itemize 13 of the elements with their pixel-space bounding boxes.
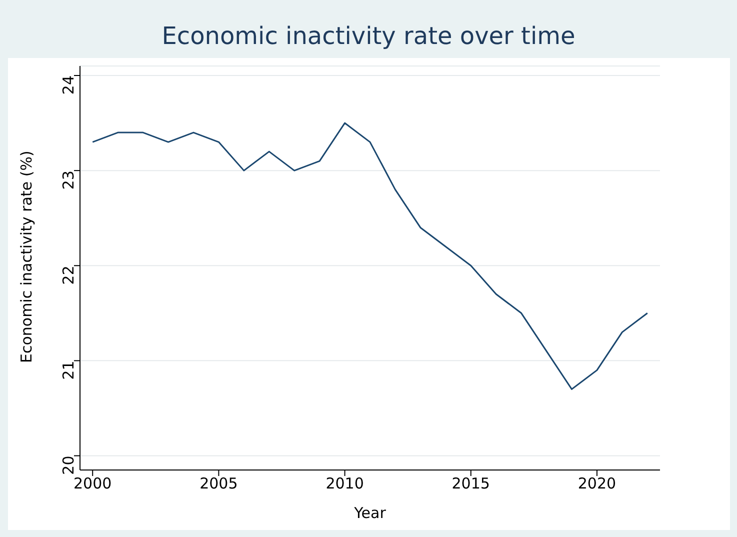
y-tick-label: 22 bbox=[59, 266, 78, 285]
y-tick-label: 20 bbox=[59, 456, 78, 475]
y-axis-title: Economic inactivity rate (%) bbox=[17, 150, 36, 363]
x-tick-label: 2020 bbox=[578, 474, 616, 493]
x-tick-label: 2005 bbox=[200, 474, 238, 493]
chart-title: Economic inactivity rate over time bbox=[160, 22, 576, 50]
y-tick-label: 21 bbox=[59, 360, 78, 380]
x-tick-label: 2000 bbox=[74, 474, 112, 493]
y-tick-label: 23 bbox=[59, 170, 78, 190]
x-tick-label: 2010 bbox=[326, 474, 364, 493]
y-tick-label: 24 bbox=[59, 76, 78, 95]
x-axis-title: Year bbox=[353, 504, 387, 522]
x-tick-label: 2015 bbox=[452, 474, 490, 493]
